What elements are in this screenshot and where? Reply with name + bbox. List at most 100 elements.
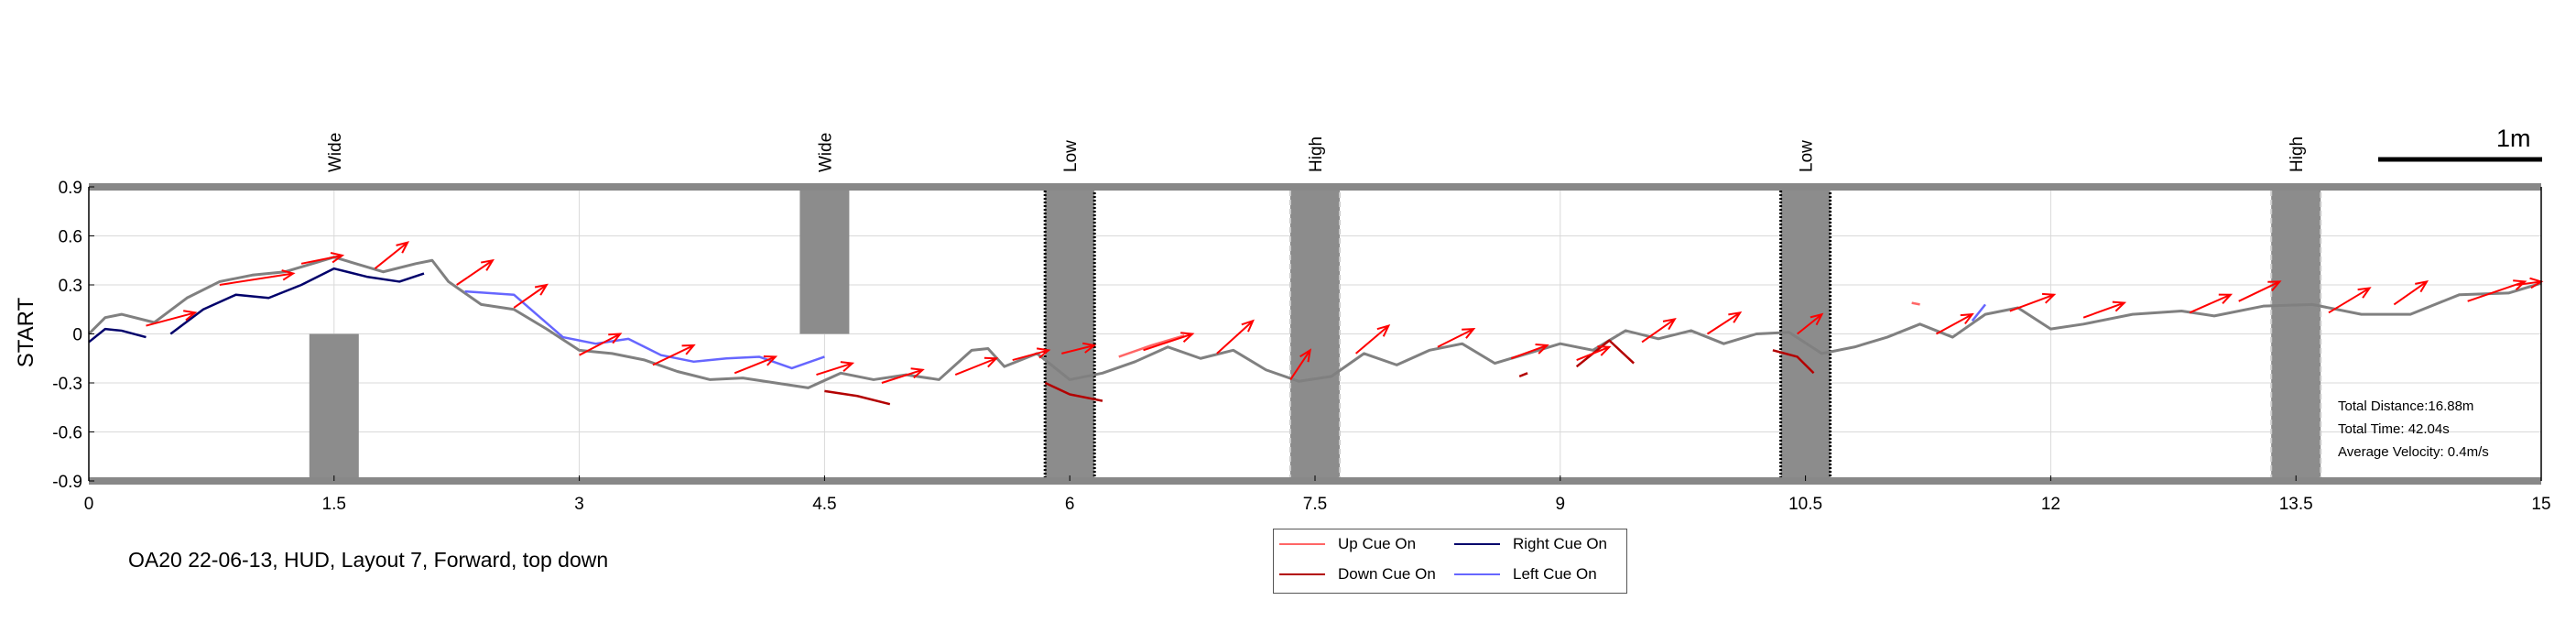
cue-segment-down (1575, 339, 1635, 368)
obstacle-low-5 (1779, 185, 1832, 483)
heading-arrows (146, 241, 2544, 384)
cue-segment-down (1772, 349, 1815, 375)
stat-total-time: Total Time: 42.04s (2338, 421, 2450, 437)
x-tick-label: 15 (2531, 495, 2550, 514)
heading-arrow (1706, 311, 1743, 335)
heading-arrow (816, 361, 855, 377)
obstacle-high-6 (2270, 186, 2322, 482)
obstacle-wide-1 (309, 333, 359, 481)
heading-arrow (1797, 312, 1824, 335)
arrow-shaft (1797, 313, 1823, 335)
obstacle-wide-2 (799, 187, 850, 334)
heading-arrow (1576, 345, 1612, 361)
arrow-shaft (579, 333, 621, 356)
cue-segment-up (1911, 301, 1920, 306)
legend-label-up: Up Cue On (1338, 535, 1417, 552)
heading-arrow (1216, 319, 1255, 355)
x-tick-label: 3 (574, 495, 584, 514)
cue-segment-right (169, 267, 425, 335)
arrow-head (2357, 287, 2372, 299)
arrow-shaft (734, 355, 777, 375)
heading-arrow (954, 356, 999, 377)
heading-arrow (1510, 344, 1549, 360)
arrow-head (910, 367, 925, 379)
arrow-shaft (219, 272, 294, 286)
heading-arrow (2393, 280, 2429, 306)
arrow-head (840, 361, 855, 372)
obstacle-low-3 (1043, 185, 1096, 483)
legend-swatch-down (1279, 573, 1325, 575)
cue-segment-up (1118, 334, 1185, 358)
arrow-head (1462, 328, 1476, 339)
legend-label-right: Right Cue On (1513, 535, 1607, 552)
heading-arrow (1935, 312, 1974, 335)
heading-arrow (1061, 342, 1097, 355)
x-tick-label: 9 (1556, 495, 1566, 514)
y-tick-label: 0.9 (59, 179, 82, 198)
arrow-head (183, 310, 198, 322)
stat-average-velocity: Average Velocity: 0.4m/s (2338, 444, 2489, 460)
heading-arrow (300, 252, 345, 265)
heading-arrow (374, 241, 410, 269)
arrow-shaft (1289, 349, 1311, 380)
stat-total-distance: Total Distance:16.88m (2338, 398, 2473, 414)
arrow-head (681, 344, 696, 355)
heading-arrow (2467, 279, 2527, 302)
path-line (87, 256, 2542, 389)
arrow-shaft (1012, 349, 1049, 361)
cue-segment-left (1971, 303, 1986, 322)
heading-arrow (2009, 292, 2057, 312)
stats-block: Total Distance:16.88m Total Time: 42.04s… (2338, 398, 2489, 460)
x-tick-label: 4.5 (812, 495, 836, 514)
arrow-head (1597, 345, 1612, 356)
legend-label-down: Down Cue On (1338, 565, 1436, 583)
cue-segment-down (824, 389, 891, 406)
y-tick-label: 0.3 (59, 277, 82, 296)
arrow-shaft (2516, 280, 2542, 286)
cue-segment-right (88, 327, 147, 344)
legend-swatch-up (1279, 543, 1325, 545)
x-tick-label: 6 (1065, 495, 1075, 514)
heading-arrow (881, 367, 925, 384)
obstacle-label-1: Wide (326, 133, 345, 172)
y-tick-label: 0.6 (59, 228, 82, 247)
arrow-shaft (1437, 328, 1474, 348)
heading-arrow (456, 258, 495, 286)
arrow-shaft (1216, 320, 1254, 355)
x-tick-label: 13.5 (2279, 495, 2313, 514)
legend-label-left: Left Cue On (1513, 565, 1597, 583)
cue-segment-left (464, 289, 825, 370)
arrow-head (1535, 344, 1549, 355)
arrow-shaft (1641, 318, 1676, 344)
obstacle-label-2: Wide (816, 133, 835, 172)
y-axis-label: START (14, 297, 38, 367)
legend: Up Cue On Right Cue On Down Cue On Left … (1273, 529, 1627, 594)
heading-arrow (1641, 318, 1677, 344)
arrow-shaft (2082, 301, 2125, 319)
obstacle-label-3: Low (1061, 140, 1081, 172)
arrow-head (2415, 280, 2429, 293)
obstacle-label-4: High (1307, 136, 1326, 172)
arrow-shaft (374, 241, 408, 269)
y-tick-label: -0.9 (52, 473, 82, 492)
heading-arrow (652, 344, 696, 366)
obstacle-label-6: High (2288, 136, 2307, 172)
arrow-head (481, 258, 495, 271)
arrow-shaft (1143, 333, 1193, 352)
heading-arrow (2238, 280, 2282, 302)
cue-segment-down (1044, 381, 1103, 402)
arrow-head (2218, 293, 2234, 305)
arrow-head (608, 333, 623, 344)
scale-bar-label: 1m (2496, 125, 2531, 152)
axis-ticks: 0 1.5 3 4.5 6 7.5 9 10.5 12 13.5 15 0.9 0.6 0.3 0 -0.3 -… (52, 179, 2550, 514)
heading-arrow (734, 355, 778, 375)
arrow-head (2267, 280, 2282, 291)
scale-bar: 1m (2378, 125, 2542, 162)
x-tick-label: 1.5 (322, 495, 346, 514)
arrow-shaft (881, 368, 923, 384)
heading-arrow (1437, 328, 1476, 348)
x-tick-label: 0 (84, 495, 94, 514)
arrow-head (763, 355, 778, 366)
arrow-head (1180, 332, 1195, 344)
